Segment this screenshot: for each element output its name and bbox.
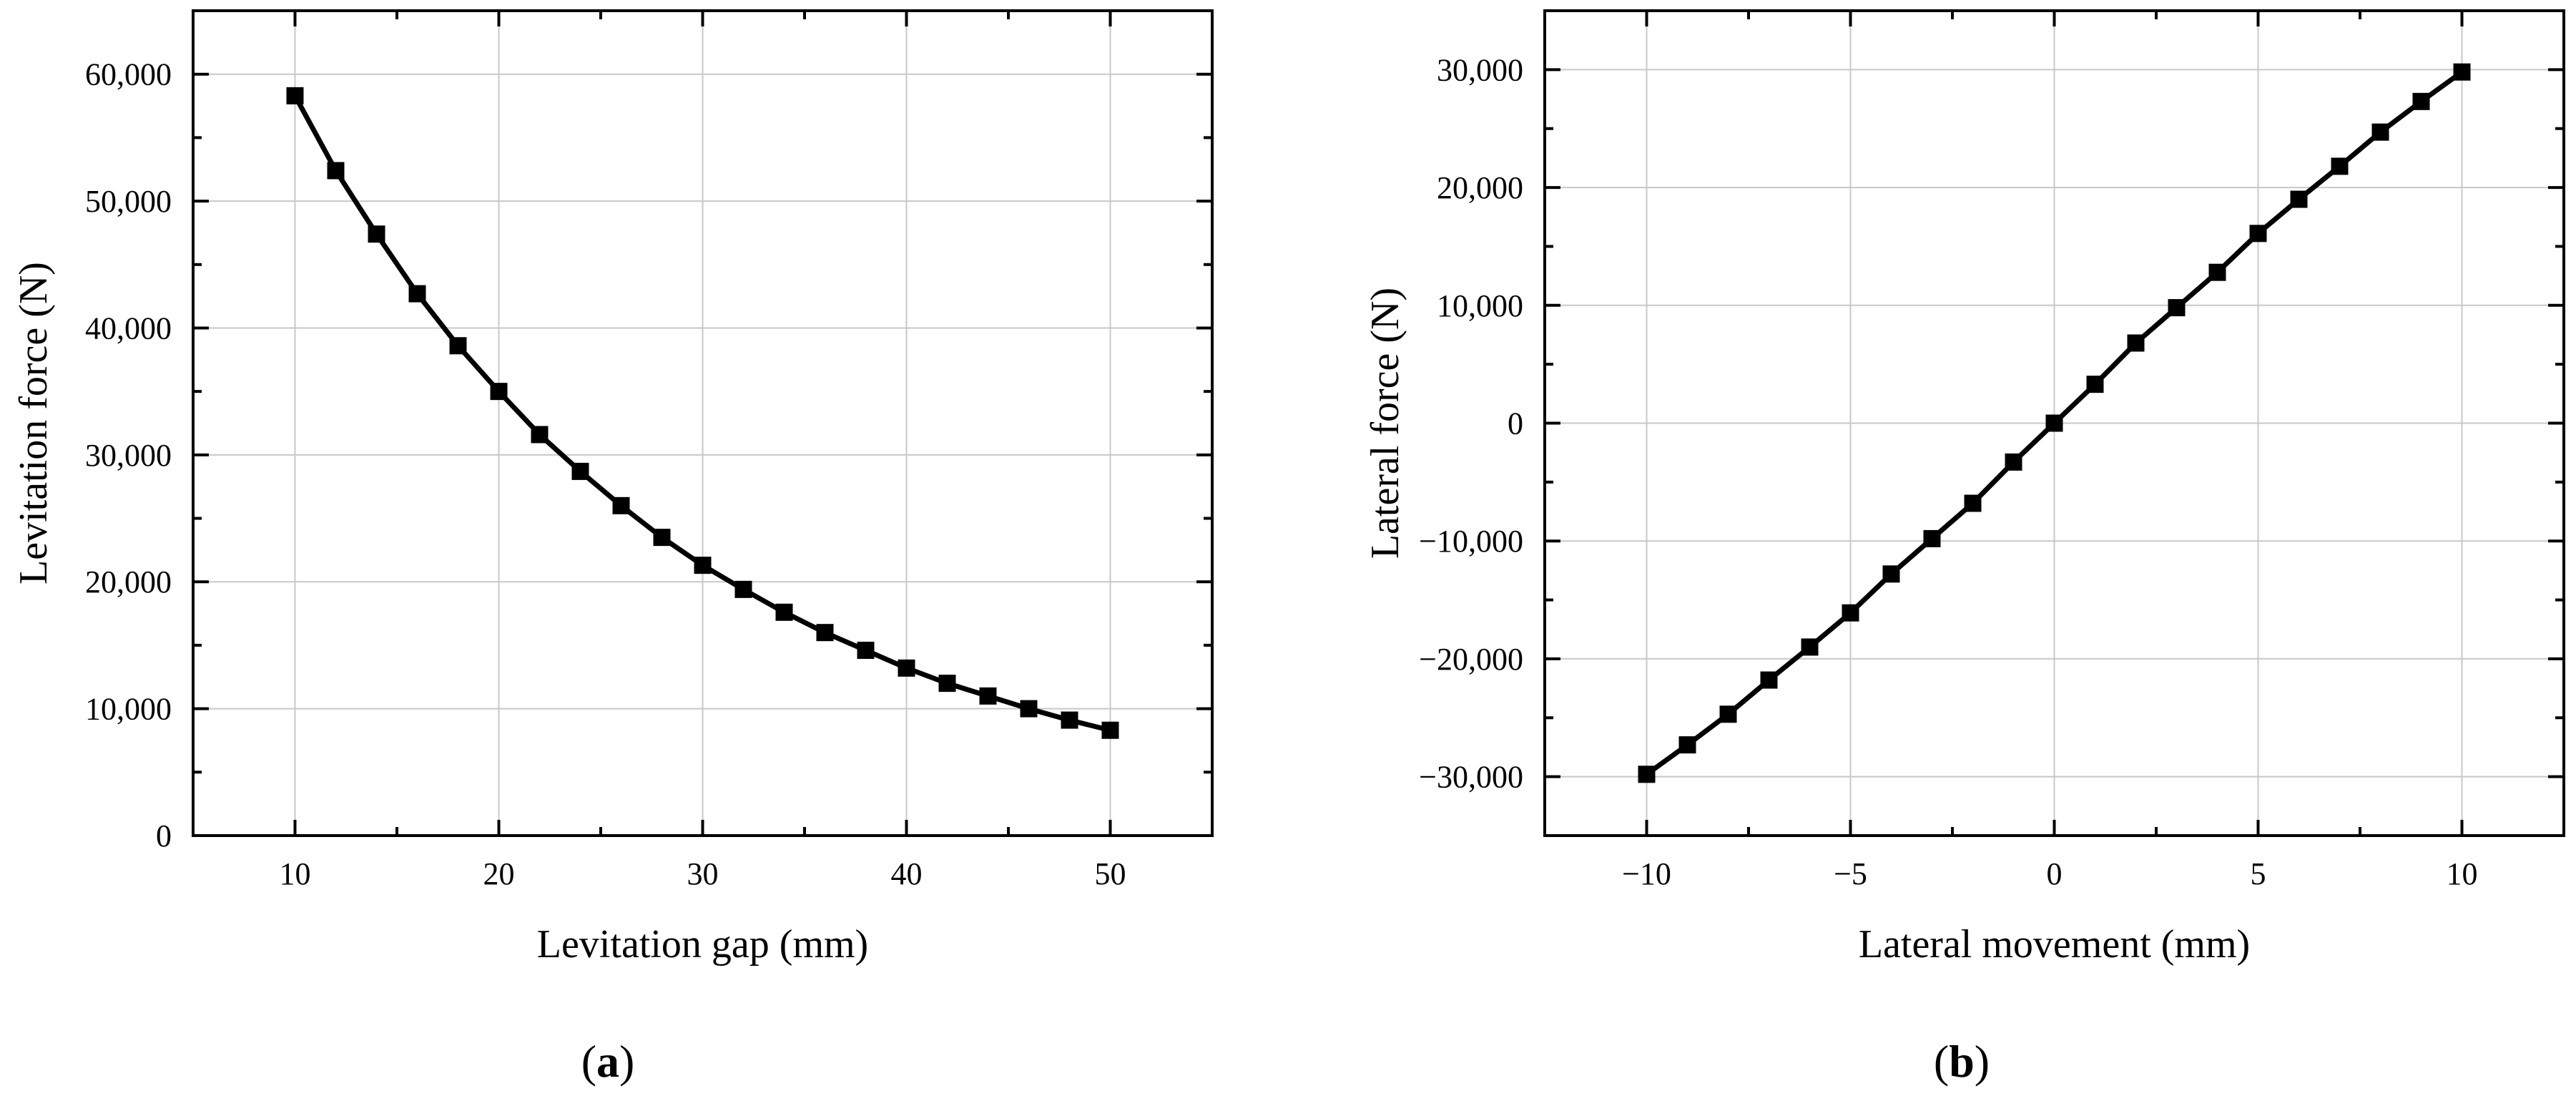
chart-a-data-point bbox=[408, 285, 426, 303]
chart-b-x-tick-label: −5 bbox=[1834, 856, 1867, 891]
chart-a-data-point bbox=[531, 426, 549, 444]
chart-a-y-tick-label: 40,000 bbox=[85, 310, 172, 346]
chart-b-lateral-force: −10 −5 0 5 10 −30,000 −20,000 −10,000 0 10,000 20,… bbox=[1363, 9, 2565, 967]
chart-a-data-point bbox=[286, 87, 304, 104]
chart-a-data-point bbox=[612, 496, 630, 514]
chart-a-data-point bbox=[1020, 700, 1038, 718]
chart-b-y-tick-label: 10,000 bbox=[1437, 288, 1523, 323]
chart-b-data-point bbox=[2371, 123, 2389, 141]
chart-b-data-point bbox=[2127, 334, 2145, 352]
chart-b-x-tick-label: 5 bbox=[2251, 856, 2266, 891]
chart-a-data-point bbox=[327, 162, 345, 180]
chart-a-data-point bbox=[490, 383, 508, 401]
chart-b-y-tick-label: −20,000 bbox=[1419, 642, 1523, 677]
chart-a-x-tick-label: 20 bbox=[483, 856, 515, 891]
chart-a-data-point bbox=[449, 337, 467, 355]
chart-a-data-point bbox=[571, 462, 589, 480]
chart-b-data-point bbox=[1882, 565, 1900, 583]
chart-a-y-tick-label: 0 bbox=[156, 818, 172, 853]
chart-a-y-tick-label: 50,000 bbox=[85, 184, 172, 219]
chart-b-x-tick-label: −10 bbox=[1622, 856, 1671, 891]
chart-a-y-tick-label: 60,000 bbox=[85, 57, 172, 92]
chart-a-data-point bbox=[653, 529, 671, 547]
chart-b-data-point bbox=[1638, 765, 1656, 783]
chart-b-data-point bbox=[2086, 376, 2104, 393]
chart-b-y-axis-title: Lateral force (N) bbox=[1363, 288, 1407, 559]
chart-a-y-axis-title: Levitation force (N) bbox=[11, 262, 56, 584]
chart-b-y-tick-label: 30,000 bbox=[1437, 52, 1523, 87]
chart-b-data-point bbox=[2208, 263, 2226, 281]
chart-b-data-point bbox=[1760, 671, 1778, 689]
chart-a-x-axis-title: Levitation gap (mm) bbox=[537, 922, 868, 967]
chart-b-y-tick-label: 0 bbox=[1508, 406, 1523, 441]
chart-b-data-point bbox=[2331, 157, 2349, 175]
chart-b-data-point bbox=[1678, 736, 1696, 754]
chart-a-y-tick-label: 30,000 bbox=[85, 438, 172, 473]
chart-b-y-tick-label: −10,000 bbox=[1419, 524, 1523, 559]
chart-a-x-tick-label: 50 bbox=[1095, 856, 1126, 891]
chart-b-data-point bbox=[2290, 190, 2308, 208]
chart-b-data-point bbox=[2168, 299, 2186, 317]
chart-a-levitation-force: 10 20 30 40 50 0 10,000 20,000 30,000 40,000 50,00… bbox=[11, 9, 1214, 967]
chart-b-data-point bbox=[1801, 638, 1819, 656]
chart-a-data-point bbox=[979, 687, 997, 705]
chart-b-data-point bbox=[2412, 92, 2430, 110]
chart-b-data-point bbox=[1719, 705, 1737, 723]
chart-a-x-tick-label: 30 bbox=[687, 856, 719, 891]
chart-b-data-point bbox=[2453, 63, 2471, 81]
chart-a-x-tick-label: 10 bbox=[280, 856, 311, 891]
panel-label-a: (a) bbox=[581, 1036, 635, 1087]
chart-b-x-tick-label: 10 bbox=[2447, 856, 2478, 891]
chart-b-data-point bbox=[1842, 604, 1859, 622]
chart-a-y-tick-label: 20,000 bbox=[85, 564, 172, 600]
chart-a-data-point bbox=[816, 624, 834, 642]
chart-a-data-point bbox=[857, 642, 875, 660]
chart-b-x-tick-label: 0 bbox=[2047, 856, 2063, 891]
chart-b-data-point bbox=[2045, 414, 2063, 432]
chart-a-data-point bbox=[898, 659, 915, 677]
chart-a-data-point bbox=[694, 557, 712, 574]
chart-b-data-point bbox=[2249, 225, 2267, 243]
chart-b-data-point bbox=[1923, 529, 1941, 547]
panel-label-b: (b) bbox=[1934, 1036, 1990, 1087]
chart-a-data-point bbox=[1101, 721, 1119, 739]
chart-b-y-tick-label: 20,000 bbox=[1437, 170, 1523, 205]
chart-b-x-axis-title: Lateral movement (mm) bbox=[1859, 922, 2250, 967]
chart-a-y-tick-label: 10,000 bbox=[85, 692, 172, 727]
chart-a-x-tick-label: 40 bbox=[891, 856, 923, 891]
chart-b-y-tick-label: −30,000 bbox=[1419, 760, 1523, 795]
chart-a-data-point bbox=[1061, 711, 1078, 729]
chart-a-data-point bbox=[368, 225, 385, 243]
chart-a-data-point bbox=[938, 675, 956, 693]
chart-b-data-point bbox=[1964, 494, 1982, 512]
chart-a-data-point bbox=[734, 580, 752, 598]
chart-b-data-point bbox=[2005, 453, 2022, 471]
chart-a-data-point bbox=[775, 603, 793, 621]
